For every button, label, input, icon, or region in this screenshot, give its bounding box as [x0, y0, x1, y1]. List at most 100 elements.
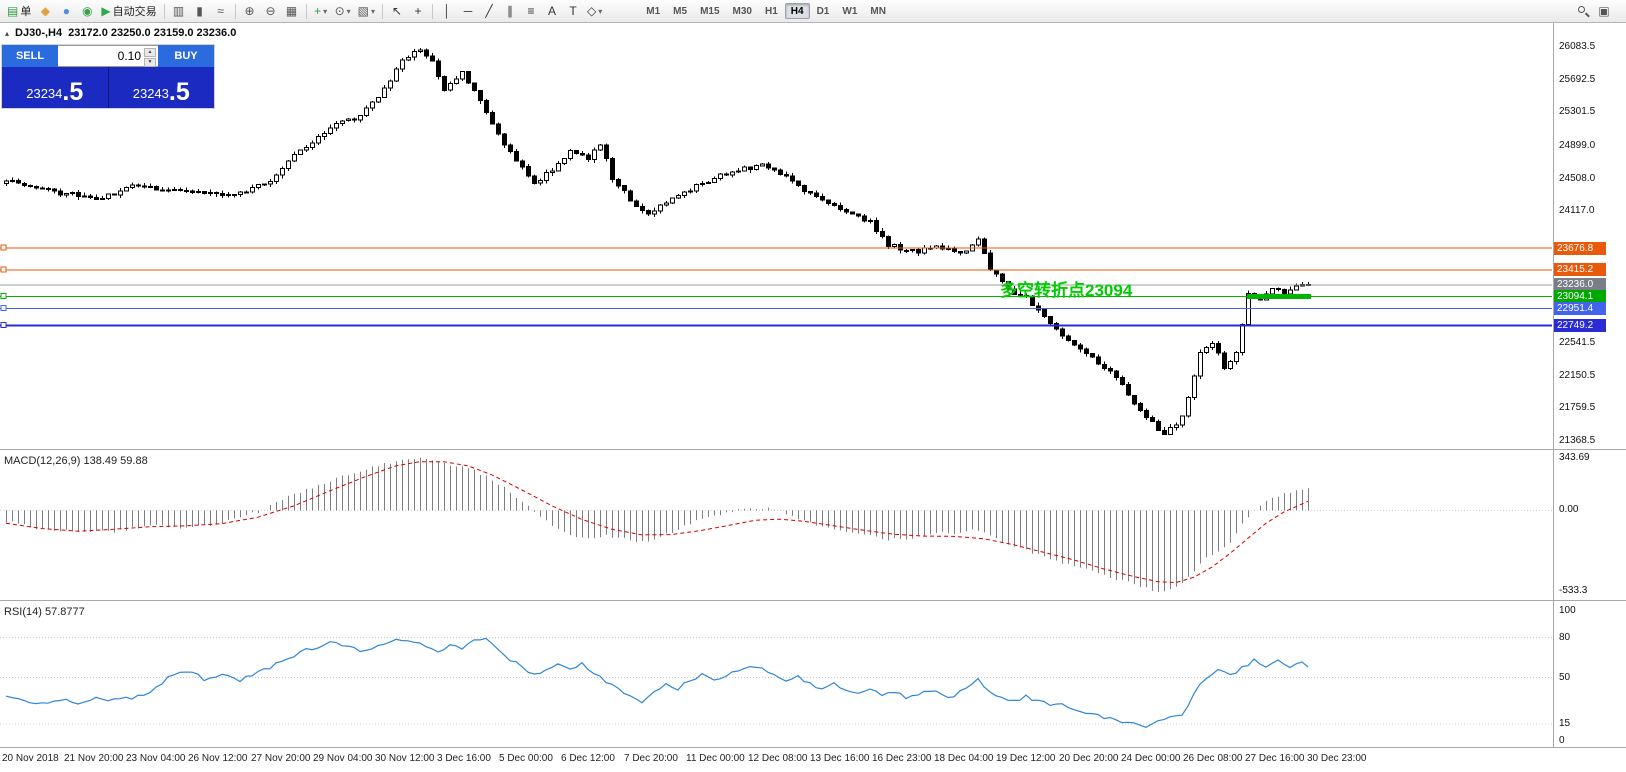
horizontal-line-button[interactable]: ─ [458, 2, 478, 21]
lot-increase-button[interactable]: ▲ [144, 48, 156, 57]
trade-panel-top-row: SELL 0.10 ▲ ▼ BUY [2, 45, 214, 67]
rsi-label: RSI(14) 57.8777 [4, 606, 85, 618]
line-anchor-handle[interactable] [0, 322, 7, 328]
annotation-text[interactable]: 多空转折点23094 [1000, 280, 1133, 300]
buy-button[interactable]: BUY [158, 45, 214, 67]
text-label-button[interactable]: T [563, 2, 583, 21]
time-axis-label: 26 Dec 08:00 [1183, 753, 1243, 764]
rsi-tick-label: 15 [1559, 718, 1571, 729]
trade-panel-price-row: 23234 .5 23243 .5 [2, 67, 214, 108]
line-anchor-handle[interactable] [0, 293, 7, 300]
price-tick-label: 24899.0 [1559, 140, 1596, 151]
info-icon[interactable]: ◉ [77, 2, 97, 21]
crosshair-icon: + [414, 4, 422, 18]
zoom-in-button[interactable]: ⊕ [240, 2, 260, 21]
lot-size-input[interactable]: 0.10 ▲ ▼ [58, 45, 158, 67]
new-order-button[interactable]: ▤ 单 [4, 2, 34, 21]
vertical-line-button[interactable]: │ [437, 2, 457, 21]
text-icon: A [548, 4, 557, 18]
time-axis-label: 16 Dec 23:00 [872, 753, 932, 764]
timeframe-button-m5[interactable]: M5 [673, 6, 688, 17]
time-axis-label: 11 Dec 00:00 [686, 753, 745, 764]
sell-button[interactable]: SELL [2, 45, 58, 67]
chevron-down-icon: ▾ [323, 6, 328, 16]
price-tick-label: 24117.0 [1559, 205, 1595, 216]
timeframe-button-m30[interactable]: M30 [732, 6, 752, 17]
price-level-badge: 23415.2 [1554, 263, 1606, 276]
time-axis-label: 23 Nov 04:00 [126, 753, 186, 764]
sell-price-display[interactable]: 23234 .5 [2, 67, 108, 108]
crosshair-button[interactable]: + [408, 2, 428, 21]
templates-icon: ▧ [357, 4, 369, 18]
chevron-down-icon: ▾ [371, 6, 376, 16]
price-level-badge: 23094.1 [1554, 290, 1606, 303]
candlestick-icon: ▮ [196, 4, 203, 18]
buy-price-display[interactable]: 23243 .5 [108, 67, 214, 108]
fibonacci-button[interactable]: ≡ [521, 2, 541, 21]
timeframe-button-h1[interactable]: H1 [764, 6, 778, 17]
shapes-button[interactable]: ◇ ▾ [584, 2, 605, 21]
metaeditor-icon[interactable]: ◆ [35, 2, 55, 21]
panel-divider[interactable] [0, 449, 1626, 450]
lot-stepper: ▲ ▼ [144, 48, 156, 67]
main-chart[interactable]: 多空转折点23094 [0, 23, 1552, 449]
time-axis-label: 20 Dec 20:00 [1059, 753, 1119, 764]
toolbar-separator [432, 3, 434, 19]
tile-windows-icon: ▦ [285, 4, 298, 18]
buy-price-main: 23243 [132, 86, 169, 101]
price-axis[interactable]: 26083.5 25692.5 25301.5 24899.0 24508.0 24117… [1553, 23, 1625, 747]
time-axis-label: 19 Dec 12:00 [996, 753, 1056, 764]
macd-tick-label: -533.3 [1559, 585, 1588, 596]
toolbar-right-group: ▣ [1573, 2, 1614, 21]
new-window-button[interactable]: ▣ [1594, 2, 1614, 21]
text-button[interactable]: A [542, 2, 562, 21]
vertical-line-icon: │ [443, 4, 451, 18]
zoom-out-button[interactable]: ⊖ [261, 2, 281, 21]
price-tick-label: 26083.5 [1559, 41, 1596, 52]
rsi-tick-label: 100 [1559, 605, 1576, 616]
price-tick-label: 24508.0 [1559, 173, 1596, 184]
rsi-panel[interactable] [0, 602, 1552, 747]
time-axis[interactable]: 20 Nov 2018 21 Nov 20:00 23 Nov 04:00 26 No… [0, 748, 1552, 772]
timeframe-button-h4[interactable]: H4 [784, 3, 810, 19]
timeframe-button-m15[interactable]: M15 [700, 6, 720, 17]
periods-button[interactable]: ⊙ ▾ [332, 2, 354, 21]
autotrading-button-label: 自动交易 [112, 6, 157, 18]
line-anchor-handle[interactable] [0, 305, 7, 312]
cursor-button[interactable]: ↖ [387, 2, 407, 21]
timeframe-button-w1[interactable]: W1 [842, 6, 858, 17]
line-chart-button[interactable]: ≈ [211, 2, 231, 21]
channel-button[interactable]: ∥ [500, 2, 520, 21]
zoom-in-icon: ⊕ [244, 4, 255, 18]
timeframe-button-m1[interactable]: M1 [646, 6, 661, 17]
new-window-icon: ▣ [1598, 4, 1610, 18]
text-label-icon: T [569, 4, 577, 18]
panel-divider[interactable] [0, 600, 1626, 601]
trendline-button[interactable]: ╱ [479, 2, 499, 21]
toolbar-separator [305, 3, 307, 19]
one-click-trading-panel: SELL 0.10 ▲ ▼ BUY 23234 .5 23243 .5 [2, 45, 214, 108]
info-icon-icon: ◉ [82, 4, 93, 18]
timeframe-button-d1[interactable]: D1 [816, 6, 830, 17]
panel-divider[interactable] [0, 747, 1626, 748]
channel-icon: ∥ [507, 4, 514, 18]
line-chart-icon: ≈ [217, 4, 224, 18]
indicators-button[interactable]: + ▾ [311, 2, 331, 21]
time-axis-label: 3 Dec 16:00 [437, 753, 491, 764]
candlestick-button[interactable]: ▮ [190, 2, 210, 21]
templates-button[interactable]: ▧ ▾ [355, 2, 378, 21]
autotrading-button[interactable]: ▶ 自动交易 [98, 2, 159, 21]
timeframe-button-mn[interactable]: MN [870, 6, 886, 17]
lot-decrease-button[interactable]: ▼ [144, 58, 156, 67]
community-icon[interactable]: ● [56, 2, 76, 21]
search-button[interactable] [1573, 2, 1593, 21]
line-anchor-handle[interactable] [0, 244, 7, 251]
bar-chart-button[interactable]: ▥ [169, 2, 189, 21]
macd-panel[interactable] [0, 451, 1552, 600]
tile-windows-button[interactable]: ▦ [282, 2, 302, 21]
trendline-icon: ╱ [485, 4, 493, 18]
cursor-icon: ↖ [391, 4, 403, 18]
time-axis-label: 30 Nov 12:00 [375, 753, 435, 764]
line-anchor-handle[interactable] [0, 266, 7, 273]
